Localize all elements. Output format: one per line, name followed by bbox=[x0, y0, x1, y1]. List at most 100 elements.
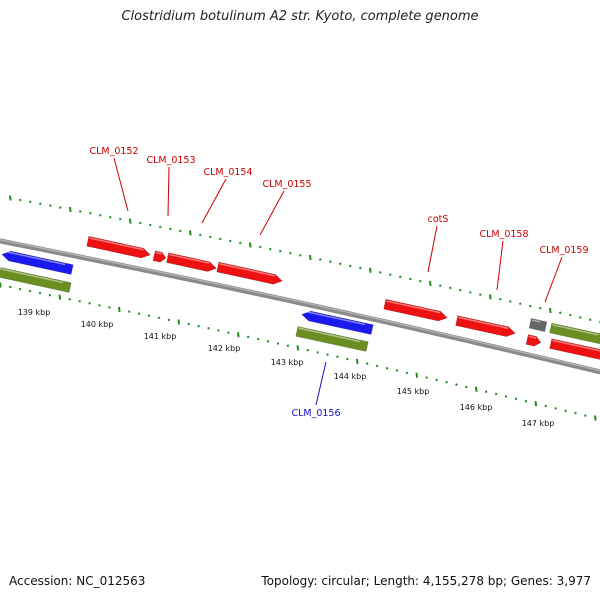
backbone-highlight bbox=[0, 239, 600, 372]
gene-label-clm-0156[interactable]: CLM_0156 bbox=[291, 408, 340, 419]
cds-clm-0153[interactable] bbox=[152, 250, 167, 263]
inner-tick-30 bbox=[296, 345, 300, 351]
inner-tick-25 bbox=[246, 335, 250, 339]
cds-clm-0159[interactable] bbox=[525, 334, 542, 348]
inner-tick-8 bbox=[78, 299, 81, 303]
cds-clm-0158[interactable] bbox=[455, 315, 517, 339]
outer-tick-28 bbox=[289, 251, 292, 255]
outer-tick-53 bbox=[539, 306, 542, 310]
outer-tick-8 bbox=[89, 212, 92, 215]
cds-clm-0154[interactable] bbox=[166, 252, 218, 273]
inner-tick-50 bbox=[494, 392, 498, 396]
cds-forward-edge[interactable] bbox=[549, 338, 600, 362]
inner-tick-40 bbox=[395, 369, 399, 372]
cds-clm-0156[interactable] bbox=[301, 309, 374, 335]
kbp-label-140: 140 kbp bbox=[81, 320, 114, 329]
cds-reverse-left[interactable] bbox=[1, 249, 74, 275]
inner-tick-24 bbox=[237, 332, 240, 338]
outer-tick-47 bbox=[479, 293, 482, 296]
inner-tick-39 bbox=[385, 366, 389, 370]
gene-clm-0156[interactable] bbox=[295, 326, 369, 352]
inner-tick-58 bbox=[574, 411, 577, 415]
inner-tick-56 bbox=[554, 407, 557, 410]
inner-tick-45 bbox=[445, 380, 448, 384]
gene-label-clm-0154[interactable]: CLM_0154 bbox=[203, 167, 252, 178]
inner-tick-7 bbox=[68, 297, 71, 301]
inner-tick-0 bbox=[0, 282, 2, 288]
inner-tick-12 bbox=[118, 306, 121, 313]
inner-tick-9 bbox=[88, 302, 91, 305]
inner-tick-26 bbox=[256, 337, 260, 341]
outer-tick-48 bbox=[489, 294, 492, 300]
inner-tick-57 bbox=[564, 409, 567, 413]
leader-line-4 bbox=[427, 225, 438, 273]
inner-tick-1 bbox=[8, 285, 12, 289]
inner-tick-17 bbox=[167, 318, 171, 322]
feature-track[interactable] bbox=[0, 235, 600, 362]
outer-tick-1 bbox=[19, 198, 22, 202]
outer-tick-49 bbox=[499, 297, 502, 301]
outer-tick-32 bbox=[329, 260, 332, 263]
outer-tick-13 bbox=[139, 221, 142, 225]
outer-tick-15 bbox=[159, 225, 162, 229]
kbp-label-144: 144 kbp bbox=[334, 372, 367, 381]
outer-tick-4 bbox=[49, 204, 52, 207]
outer-tick-0 bbox=[9, 195, 12, 201]
cds-cots[interactable] bbox=[383, 298, 449, 322]
outer-tick-31 bbox=[319, 258, 322, 261]
outer-tick-19 bbox=[199, 233, 202, 237]
outer-tick-38 bbox=[389, 273, 392, 276]
outer-tick-52 bbox=[529, 304, 532, 308]
outer-tick-55 bbox=[559, 311, 562, 315]
gene-label-clm-0155[interactable]: CLM_0155 bbox=[262, 179, 311, 190]
outer-tick-9 bbox=[99, 213, 102, 217]
inner-tick-3 bbox=[28, 289, 32, 293]
outer-tick-58 bbox=[589, 318, 592, 321]
inner-tick-21 bbox=[207, 327, 210, 330]
outer-tick-43 bbox=[439, 284, 442, 287]
cds-clm-0155[interactable] bbox=[216, 261, 284, 286]
inner-tick-31 bbox=[306, 348, 309, 352]
map-title: Clostridium botulinum A2 str. Kyoto, com… bbox=[121, 9, 479, 24]
leader-line-2 bbox=[201, 178, 227, 224]
inner-tick-38 bbox=[375, 364, 379, 368]
inner-tick-34 bbox=[336, 355, 339, 359]
inner-tick-32 bbox=[316, 351, 319, 354]
outer-tick-22 bbox=[229, 239, 232, 243]
label-leader-lines bbox=[113, 157, 563, 406]
gene-label-clm-0153[interactable]: CLM_0153 bbox=[146, 155, 195, 166]
gene-label-cots[interactable]: cotS bbox=[428, 214, 449, 225]
outer-tick-10 bbox=[109, 215, 112, 219]
outer-tick-25 bbox=[259, 245, 262, 249]
kbp-label-147: 147 kbp bbox=[522, 419, 555, 428]
inner-tick-55 bbox=[544, 404, 547, 408]
feature-other[interactable] bbox=[528, 318, 548, 332]
outer-tick-16 bbox=[169, 227, 172, 231]
cds-clm-0152[interactable] bbox=[86, 235, 152, 259]
outer-tick-3 bbox=[39, 202, 42, 206]
outer-tick-27 bbox=[279, 249, 282, 253]
inner-tick-46 bbox=[455, 383, 458, 386]
leader-line-1 bbox=[167, 166, 170, 217]
outer-tick-50 bbox=[509, 300, 512, 303]
outer-tick-6 bbox=[69, 206, 72, 213]
outer-tick-23 bbox=[239, 241, 242, 245]
leader-line-5 bbox=[496, 240, 504, 291]
inner-tick-5 bbox=[48, 293, 52, 297]
gene-reverse-left[interactable] bbox=[0, 267, 72, 293]
gene-label-clm-0158[interactable]: CLM_0158 bbox=[479, 229, 528, 240]
inner-tick-29 bbox=[286, 344, 290, 347]
outer-tick-54 bbox=[549, 307, 552, 314]
inner-tick-44 bbox=[435, 378, 438, 382]
outer-tick-40 bbox=[409, 277, 412, 281]
gene-label-clm-0152[interactable]: CLM_0152 bbox=[89, 146, 138, 157]
inner-tick-13 bbox=[127, 310, 131, 313]
outer-tick-34 bbox=[349, 264, 352, 268]
outer-tick-7 bbox=[79, 210, 82, 213]
backbone-line bbox=[0, 238, 600, 375]
genome-backbone bbox=[0, 238, 600, 375]
gene-forward-edge[interactable] bbox=[549, 322, 600, 346]
outer-tick-17 bbox=[179, 229, 182, 233]
gene-label-clm-0159[interactable]: CLM_0159 bbox=[539, 245, 588, 256]
